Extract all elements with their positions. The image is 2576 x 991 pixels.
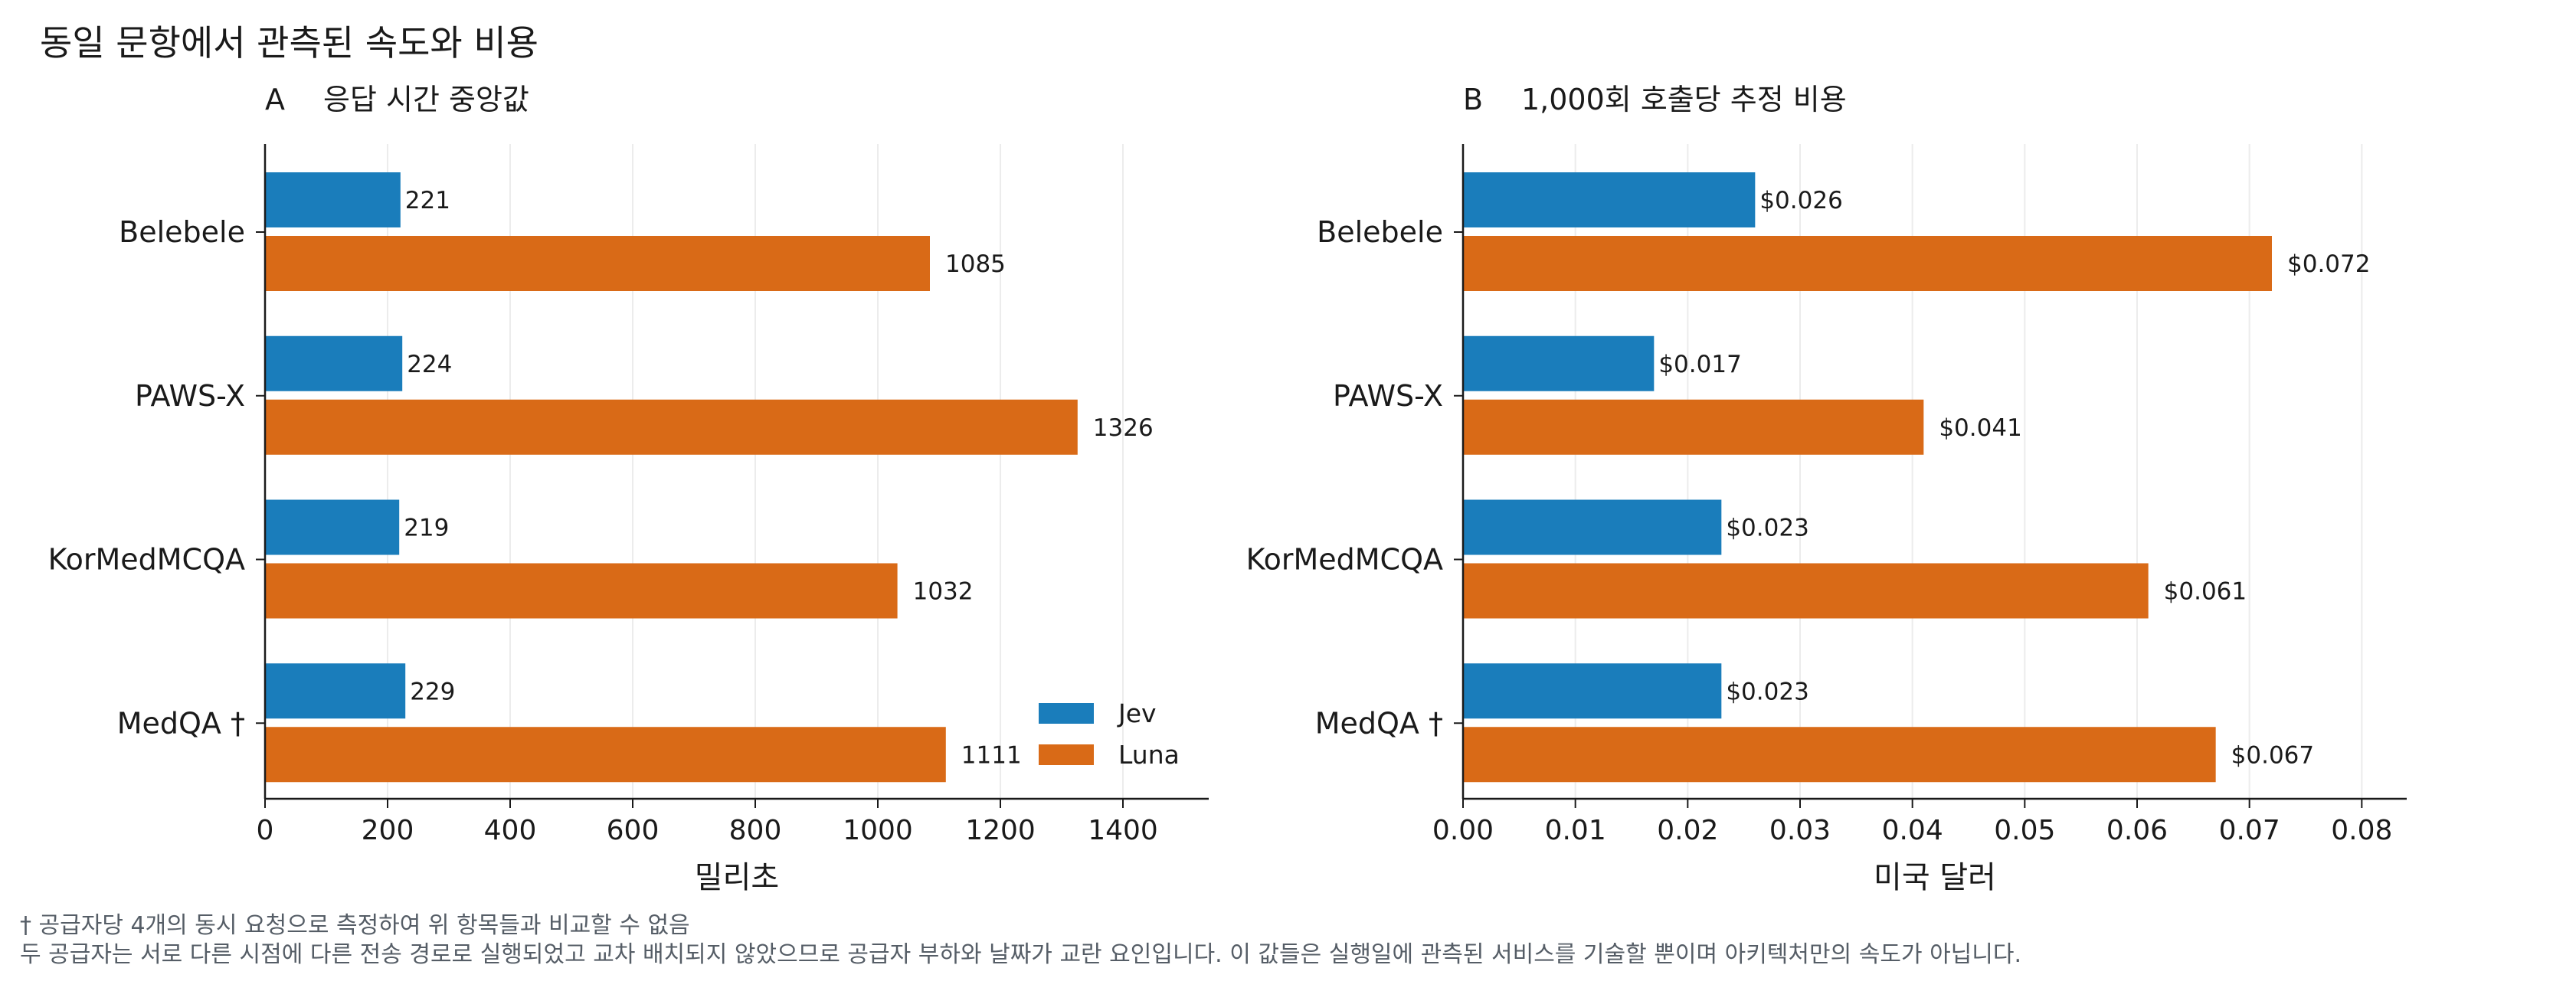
x-tick-label: 0.06 <box>2106 815 2168 846</box>
bar-luna-3 <box>1463 727 2216 783</box>
bar-jev-3 <box>1463 663 1722 719</box>
x-tick-label: 200 <box>362 815 414 846</box>
panel-b-cost: B 1,000회 호출당 추정 비용 $0.026 $0.072 Belebele $0.… <box>1246 83 2407 895</box>
category-label: Belebele <box>119 215 245 249</box>
bar-luna-1 <box>265 399 1078 455</box>
x-tick-label: 0 <box>257 815 274 846</box>
x-tick-label: 400 <box>484 815 537 846</box>
x-tick-label: 0.00 <box>1432 815 1494 846</box>
data-label: 219 <box>404 515 449 542</box>
data-label: 224 <box>407 351 452 378</box>
category-label: PAWS-X <box>135 379 245 413</box>
x-tick-label: 0.03 <box>1769 815 1831 846</box>
category-label: KorMedMCQA <box>48 543 245 577</box>
x-tick-label: 600 <box>607 815 660 846</box>
bar-jev-2 <box>1463 499 1722 555</box>
x-tick-label: 0.01 <box>1545 815 1606 846</box>
data-label: $0.041 <box>1939 414 2021 442</box>
x-tick-label: 1400 <box>1088 815 1158 846</box>
data-label: $0.067 <box>2231 741 2314 769</box>
bar-luna-0 <box>1463 236 2272 291</box>
bar-luna-2 <box>265 563 898 619</box>
data-label: $0.023 <box>1726 678 1808 705</box>
category-label: MedQA † <box>1315 706 1443 740</box>
bar-jev-0 <box>265 172 401 227</box>
category-label: MedQA † <box>117 706 245 740</box>
legend-label: Jev <box>1117 698 1157 728</box>
x-axis-label: 밀리초 <box>695 860 779 895</box>
panel-a-response-time: A 응답 시간 중앙값 221 1085 Belebele 224 1326 PAWS-X 21… <box>48 83 1209 895</box>
x-tick-label: 0.07 <box>2219 815 2280 846</box>
data-label: $0.061 <box>2164 578 2247 606</box>
x-tick-label: 1200 <box>965 815 1036 846</box>
legend-swatch-jev <box>1039 703 1094 724</box>
category-label: Belebele <box>1317 215 1443 249</box>
category-label: PAWS-X <box>1333 379 1443 413</box>
footnote-confound: 두 공급자는 서로 다른 시점에 다른 전송 경로로 실행되었고 교차 배치되지… <box>20 941 2022 968</box>
data-label: $0.017 <box>1658 351 1741 378</box>
x-tick-label: 0.02 <box>1657 815 1718 846</box>
bar-luna-0 <box>265 236 930 291</box>
bar-jev-2 <box>265 499 400 555</box>
footnote-dagger: † 공급자당 4개의 동시 요청으로 측정하여 위 항목들과 비교할 수 없음 <box>20 912 690 939</box>
panel-title: 응답 시간 중앙값 <box>323 83 529 116</box>
data-label: 1032 <box>913 578 974 606</box>
panel-letter: A <box>265 83 285 116</box>
data-label: 1111 <box>961 741 1022 769</box>
x-tick-label: 0.04 <box>1882 815 1943 846</box>
data-label: 1326 <box>1093 414 1154 442</box>
x-axis-label: 미국 달러 <box>1874 860 1996 895</box>
bar-jev-0 <box>1463 172 1756 227</box>
data-label: $0.072 <box>2287 250 2370 278</box>
data-label: 1085 <box>945 250 1006 278</box>
bar-jev-3 <box>265 663 406 719</box>
x-tick-label: 0.08 <box>2331 815 2392 846</box>
data-label: $0.023 <box>1726 515 1808 542</box>
data-label: $0.026 <box>1759 187 1842 214</box>
bar-luna-1 <box>1463 399 1924 455</box>
x-tick-label: 0.05 <box>1994 815 2055 846</box>
bar-jev-1 <box>265 335 403 391</box>
data-label: 221 <box>405 187 450 214</box>
bar-jev-1 <box>1463 335 1655 391</box>
figure-title: 동일 문항에서 관측된 속도와 비용 <box>40 22 538 64</box>
data-label: 229 <box>410 678 455 705</box>
x-tick-label: 800 <box>729 815 782 846</box>
panel-title: 1,000회 호출당 추정 비용 <box>1521 83 1847 116</box>
legend-label: Luna <box>1118 740 1180 770</box>
panel-letter: B <box>1463 83 1483 116</box>
bar-luna-2 <box>1463 563 2149 619</box>
legend-swatch-luna <box>1039 744 1094 765</box>
bar-luna-3 <box>265 727 946 783</box>
x-tick-label: 1000 <box>843 815 913 846</box>
category-label: KorMedMCQA <box>1246 543 1443 577</box>
